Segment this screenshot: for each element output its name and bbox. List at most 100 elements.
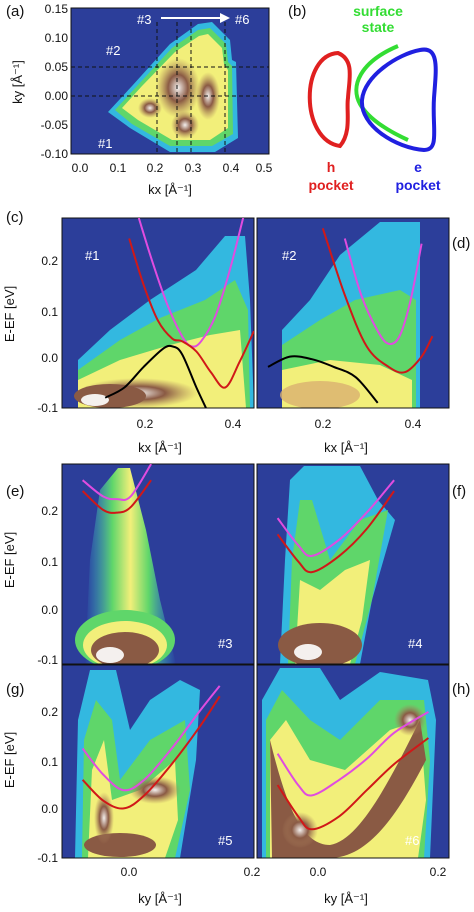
panel-a-xticks: 0.0 0.1 0.2 0.3 0.4 0.5	[72, 161, 273, 175]
panel-e-letter: (e)	[6, 483, 24, 500]
y-tick: -0.1	[37, 851, 58, 865]
panel-a: #3 #6 #2 #1 (a) 0.15 0.10 0.05 0.00 -0.0…	[6, 2, 273, 197]
panel-cd-ylabel: E-EF [eV]	[2, 286, 17, 342]
x-tick: 0.2	[244, 865, 261, 879]
e-pocket-contour	[359, 47, 438, 153]
panel-d-cut: #2	[282, 248, 296, 263]
x-tick: 0.4	[225, 417, 242, 431]
dashed-guide-lines	[71, 22, 269, 154]
panel-gh-yticks: 0.2 0.1 0.0 -0.1	[37, 705, 58, 865]
band-curve-magenta	[81, 464, 152, 501]
h-pocket-label-line2: pocket	[308, 177, 353, 193]
panel-cd-yticks: 0.2 0.1 0.0 -0.1	[37, 254, 58, 415]
x-tick: 0.0	[121, 865, 138, 879]
panel-g-frame	[61, 664, 255, 859]
panel-g: #5 (g)	[6, 664, 255, 859]
panel-c-spectrum	[74, 236, 254, 408]
e-pocket-label-line1: e	[414, 159, 422, 175]
panel-e-cut: #3	[218, 636, 232, 651]
band-curve-magenta	[343, 238, 423, 346]
y-tick: 0.05	[45, 60, 69, 74]
x-tick: 0.3	[185, 161, 202, 175]
panel-g-spectrum	[75, 670, 200, 858]
panel-e: #3 (e)	[6, 463, 255, 665]
cut-arrow	[161, 13, 230, 23]
panel-a-yticks: 0.15 0.10 0.05 0.00 -0.05 -0.10	[41, 2, 69, 161]
panel-g-letter: (g)	[6, 681, 24, 698]
y-tick: 0.10	[45, 31, 69, 45]
band-curve-red	[276, 490, 395, 574]
panel-c-frame	[61, 217, 255, 409]
surface-state-label-line1: surface	[353, 3, 403, 19]
cut-label-3: #3	[137, 12, 151, 27]
band-curve-red	[321, 227, 434, 374]
panel-g-xlabel: ky [Å⁻¹]	[138, 891, 182, 906]
cut-label-1: #1	[98, 136, 112, 151]
y-tick: 0.1	[41, 755, 58, 769]
panel-b: (b) surface state h pocket e pocket	[288, 3, 441, 193]
panel-f-letter: (f)	[452, 483, 466, 500]
band-curve-red	[276, 737, 430, 831]
panel-d-letter: (d)	[452, 235, 470, 252]
panel-g-cut: #5	[218, 833, 232, 848]
panel-f-spectrum	[278, 466, 395, 664]
y-tick: 0.2	[41, 254, 58, 268]
y-tick: 0.0	[41, 802, 58, 816]
y-tick: 0.1	[41, 555, 58, 569]
panel-h-spectrum	[262, 668, 436, 858]
panel-f-bands	[276, 479, 395, 574]
x-tick: 0.0	[72, 161, 89, 175]
panel-d-frame	[256, 217, 450, 409]
y-tick: 0.00	[45, 89, 69, 103]
panel-h: #6 (h)	[256, 664, 470, 859]
x-tick: 0.2	[137, 417, 154, 431]
band-curve-magenta	[81, 685, 221, 792]
panel-c-cut: #1	[85, 248, 99, 263]
h-pocket-contour	[307, 50, 352, 149]
cut-label-2: #2	[106, 43, 120, 58]
y-tick: -0.1	[37, 401, 58, 415]
y-tick: -0.10	[41, 147, 69, 161]
panel-gh-ylabel: E-EF [eV]	[2, 732, 17, 788]
panel-c-xlabel: kx [Å⁻¹]	[138, 440, 182, 455]
band-curve-red	[128, 238, 254, 389]
panel-ef-ylabel: E-EF [eV]	[2, 532, 17, 588]
panel-gh-xticks: 0.0 0.2 0.0 0.2	[121, 865, 447, 879]
band-curve-red	[81, 479, 152, 514]
panel-a-letter: (a)	[6, 3, 24, 20]
panel-ef-yticks: 0.2 0.1 0.0 -0.1	[37, 504, 58, 667]
y-tick: -0.05	[41, 118, 69, 132]
panel-e-spectrum	[75, 468, 176, 664]
surface-state-label-line2: state	[362, 19, 395, 35]
x-tick: 0.4	[223, 161, 240, 175]
x-tick: 0.4	[405, 417, 422, 431]
panel-h-bands	[276, 711, 430, 831]
panel-f-cut: #4	[408, 636, 422, 651]
panel-f-frame	[256, 463, 450, 665]
panel-h-frame	[256, 664, 450, 859]
panel-d: #2 (d)	[256, 217, 470, 409]
panel-c-bands	[104, 218, 254, 408]
x-tick: 0.2	[430, 865, 447, 879]
x-tick: 0.5	[256, 161, 273, 175]
panel-h-letter: (h)	[452, 681, 470, 698]
panel-a-xlabel: kx [Å⁻¹]	[148, 182, 192, 197]
x-tick: 0.1	[110, 161, 127, 175]
panel-e-bands	[81, 464, 152, 514]
y-tick: -0.1	[37, 653, 58, 667]
h-pocket-label-line1: h	[327, 159, 336, 175]
y-tick: 0.2	[41, 705, 58, 719]
band-curve-magenta	[276, 479, 395, 557]
panel-c: #1 (c)	[6, 209, 255, 409]
x-tick: 0.2	[147, 161, 164, 175]
panel-f: #4 (f)	[256, 463, 466, 665]
panel-h-cut: #6	[405, 833, 419, 848]
fermi-surface-map	[108, 22, 238, 152]
e-pocket-label-line2: pocket	[395, 177, 440, 193]
y-tick: 0.1	[41, 305, 58, 319]
y-tick: 0.0	[41, 351, 58, 365]
band-curve-black	[104, 344, 207, 408]
panel-c-letter: (c)	[6, 209, 24, 226]
band-curve-black	[267, 355, 379, 404]
